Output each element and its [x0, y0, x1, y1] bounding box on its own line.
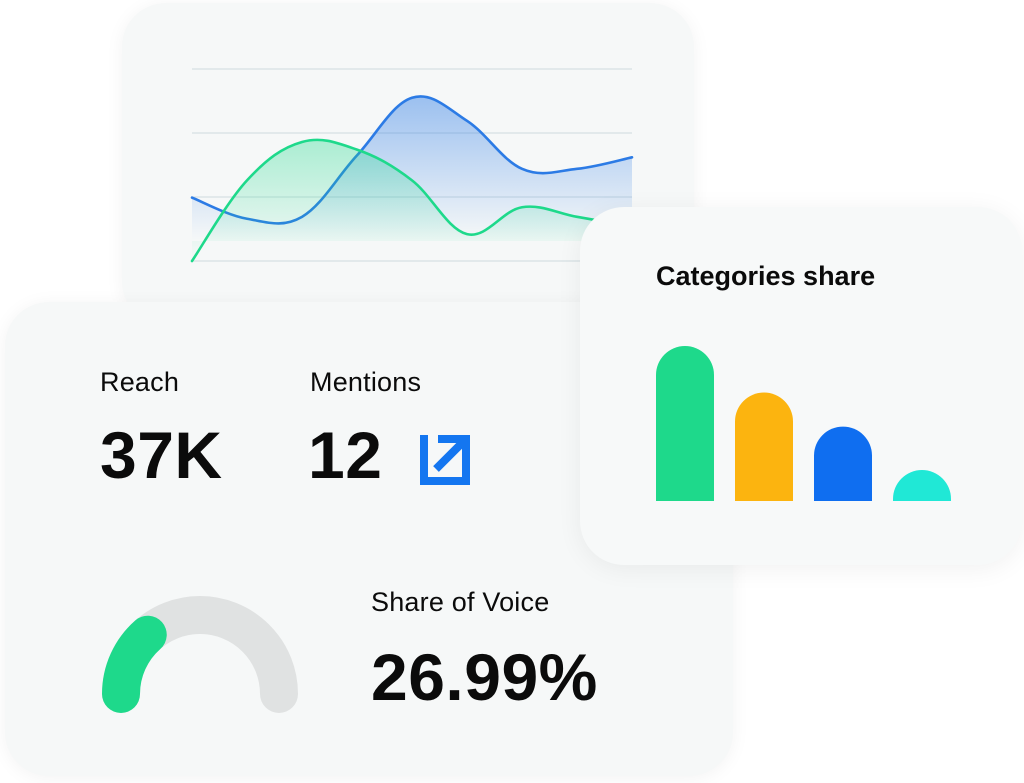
share-of-voice-gauge [102, 596, 298, 713]
gauge-fill [102, 615, 167, 713]
categories-share-card: Categories share [580, 207, 1022, 565]
share-of-voice-value: 26.99% [371, 640, 598, 714]
reach-value: 37K [100, 418, 223, 492]
category-bar-2 [735, 392, 793, 501]
mentions-value: 12 [308, 418, 383, 492]
categories-bar-chart [656, 346, 951, 501]
categories-title: Categories share [656, 261, 876, 291]
category-bar-1 [656, 346, 714, 501]
series-0-area [192, 96, 632, 241]
share-of-voice-label: Share of Voice [371, 587, 550, 617]
reach-label: Reach [100, 367, 180, 397]
trend-chart-card [122, 3, 694, 325]
trend-chart [190, 68, 634, 263]
mentions-label: Mentions [310, 367, 422, 397]
category-bar-4 [893, 470, 951, 501]
external-link-icon[interactable] [420, 431, 474, 485]
category-bar-3 [814, 426, 872, 501]
series-1-line [190, 138, 634, 263]
series-1-area [192, 139, 632, 261]
